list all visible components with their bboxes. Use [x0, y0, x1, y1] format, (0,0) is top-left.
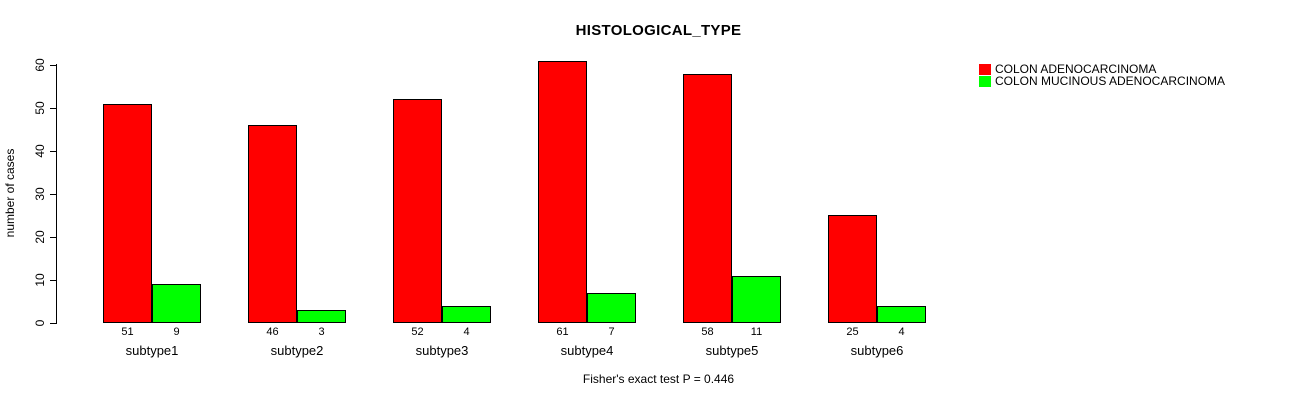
bar-value-label-subtype4-series1: 61 — [556, 326, 569, 338]
y-tick-30 — [50, 194, 57, 195]
category-label-subtype2: subtype2 — [270, 343, 324, 358]
bar-value-label-subtype6-series2: 4 — [898, 326, 905, 338]
y-tick-label-0: 0 — [33, 319, 47, 327]
legend-row-1: COLON ADENOCARCINOMA — [979, 63, 1225, 75]
y-tick-label-20: 20 — [33, 230, 47, 244]
bar-value-label-subtype2-series1: 46 — [266, 326, 279, 338]
category-label-subtype1: subtype1 — [125, 343, 179, 358]
legend-swatch-icon — [979, 75, 991, 87]
y-tick-label-50: 50 — [33, 101, 47, 115]
bar-value-label-subtype4-series2: 7 — [608, 326, 615, 338]
legend-row-2: COLON MUCINOUS ADENOCARCINOMA — [979, 75, 1225, 87]
y-tick-10 — [50, 280, 57, 281]
y-axis-label: number of cases — [3, 148, 17, 238]
bar-value-label-subtype3-series2: 4 — [463, 326, 470, 338]
y-tick-40 — [50, 151, 57, 152]
bar-series1-subtype4 — [538, 61, 587, 323]
bar-series1-subtype5 — [683, 74, 732, 323]
bar-series2-subtype3 — [442, 306, 491, 323]
bar-value-label-subtype5-series1: 58 — [701, 326, 714, 338]
bar-series1-subtype3 — [393, 99, 442, 323]
y-tick-20 — [50, 237, 57, 238]
bar-value-label-subtype2-series2: 3 — [318, 326, 325, 338]
y-tick-0 — [50, 323, 57, 324]
bar-series2-subtype5 — [732, 276, 781, 323]
y-tick-60 — [50, 65, 57, 66]
bar-series1-subtype1 — [103, 104, 152, 323]
bar-series2-subtype1 — [152, 284, 201, 323]
bar-series1-subtype2 — [248, 125, 297, 323]
legend-label-1: COLON ADENOCARCINOMA — [995, 62, 1157, 76]
bar-value-label-subtype3-series1: 52 — [411, 326, 424, 338]
legend-label-2: COLON MUCINOUS ADENOCARCINOMA — [995, 74, 1226, 88]
bar-series2-subtype6 — [877, 306, 926, 323]
y-tick-label-30: 30 — [33, 187, 47, 201]
category-label-subtype4: subtype4 — [560, 343, 614, 358]
y-tick-label-40: 40 — [33, 144, 47, 158]
category-label-subtype3: subtype3 — [415, 343, 469, 358]
bar-value-label-subtype1-series2: 9 — [173, 326, 180, 338]
bar-value-label-subtype6-series1: 25 — [846, 326, 859, 338]
chart-title: HISTOLOGICAL_TYPE — [575, 22, 742, 39]
category-label-subtype6: subtype6 — [850, 343, 904, 358]
bar-series2-subtype4 — [587, 293, 636, 323]
bar-series2-subtype2 — [297, 310, 346, 323]
y-tick-label-10: 10 — [33, 273, 47, 287]
legend-swatch-icon — [979, 63, 991, 75]
legend: COLON ADENOCARCINOMA COLON MUCINOUS ADENO… — [979, 63, 1225, 87]
bar-series1-subtype6 — [828, 215, 877, 323]
y-tick-50 — [50, 108, 57, 109]
bar-value-label-subtype1-series1: 51 — [121, 326, 134, 338]
footnote-fisher-test: Fisher's exact test P = 0.446 — [582, 372, 735, 386]
category-label-subtype5: subtype5 — [705, 343, 759, 358]
y-tick-label-60: 60 — [33, 58, 47, 72]
bar-value-label-subtype5-series2: 11 — [750, 326, 763, 338]
